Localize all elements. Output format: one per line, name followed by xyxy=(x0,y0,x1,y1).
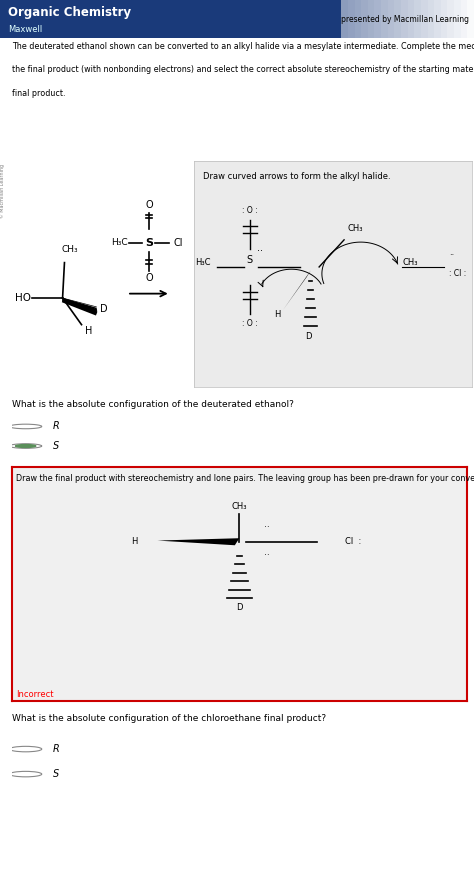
Bar xyxy=(0,0,341,38)
Text: : O :: : O : xyxy=(242,319,257,328)
Bar xyxy=(394,0,401,38)
Text: R: R xyxy=(53,744,60,754)
Text: H: H xyxy=(131,537,138,547)
Text: H₃C: H₃C xyxy=(111,238,128,247)
Text: Cl: Cl xyxy=(173,237,183,248)
Text: S: S xyxy=(53,769,59,779)
Text: S: S xyxy=(247,255,253,265)
Bar xyxy=(374,0,381,38)
Bar xyxy=(408,0,414,38)
Text: presented by Macmillan Learning: presented by Macmillan Learning xyxy=(341,15,469,23)
Bar xyxy=(454,0,461,38)
Bar xyxy=(434,0,441,38)
Bar xyxy=(348,0,355,38)
Text: ··: ·· xyxy=(264,523,270,532)
Bar xyxy=(447,0,454,38)
Bar xyxy=(368,0,374,38)
Text: Draw the final product with stereochemistry and lone pairs. The leaving group ha: Draw the final product with stereochemis… xyxy=(17,474,474,482)
Text: the final product (with nonbonding electrons) and select the correct absolute st: the final product (with nonbonding elect… xyxy=(12,65,474,74)
Text: H: H xyxy=(274,310,281,319)
Text: : O :: : O : xyxy=(242,206,257,215)
Text: D: D xyxy=(305,333,311,342)
Text: Draw curved arrows to form the alkyl halide.: Draw curved arrows to form the alkyl hal… xyxy=(203,172,390,181)
Bar xyxy=(467,0,474,38)
Text: What is the absolute configuration of the deuterated ethanol?: What is the absolute configuration of th… xyxy=(12,401,294,409)
Bar xyxy=(414,0,421,38)
Text: © Macmillan Learning: © Macmillan Learning xyxy=(0,164,5,218)
Text: CH₃: CH₃ xyxy=(62,245,79,254)
Text: D: D xyxy=(236,603,243,612)
Text: ··: ·· xyxy=(450,251,455,260)
Text: CH₃: CH₃ xyxy=(232,502,247,511)
Bar xyxy=(361,0,368,38)
Bar xyxy=(401,0,408,38)
Text: O: O xyxy=(145,273,153,283)
Bar xyxy=(461,0,467,38)
Text: ··: ·· xyxy=(256,246,263,256)
Text: : Cl :: : Cl : xyxy=(449,269,466,278)
Bar xyxy=(355,0,361,38)
Text: What is the absolute configuration of the chloroethane final product?: What is the absolute configuration of th… xyxy=(12,713,326,723)
Text: Cl  :: Cl : xyxy=(345,537,361,547)
Bar xyxy=(428,0,434,38)
Text: CH₃: CH₃ xyxy=(403,258,419,267)
Text: H₃C: H₃C xyxy=(195,258,210,267)
Text: HO: HO xyxy=(15,293,31,303)
Text: R: R xyxy=(53,421,60,432)
Text: ··: ·· xyxy=(264,551,270,561)
Bar xyxy=(381,0,388,38)
Text: CH₃: CH₃ xyxy=(347,224,363,233)
Circle shape xyxy=(16,445,36,448)
Text: S: S xyxy=(145,237,153,248)
Text: Organic Chemistry: Organic Chemistry xyxy=(8,6,131,18)
Text: D: D xyxy=(100,304,108,315)
Text: H: H xyxy=(85,326,93,336)
Polygon shape xyxy=(157,538,239,545)
Polygon shape xyxy=(283,270,311,310)
Bar xyxy=(421,0,428,38)
Bar xyxy=(388,0,394,38)
Text: Incorrect: Incorrect xyxy=(17,690,54,699)
Text: The deuterated ethanol shown can be converted to an alkyl halide via a mesylate : The deuterated ethanol shown can be conv… xyxy=(12,43,474,51)
Text: final product.: final product. xyxy=(12,90,65,98)
Text: S: S xyxy=(53,441,59,451)
Text: Maxwell: Maxwell xyxy=(8,25,42,34)
Text: O: O xyxy=(145,200,153,210)
Bar xyxy=(441,0,447,38)
Bar xyxy=(341,0,348,38)
